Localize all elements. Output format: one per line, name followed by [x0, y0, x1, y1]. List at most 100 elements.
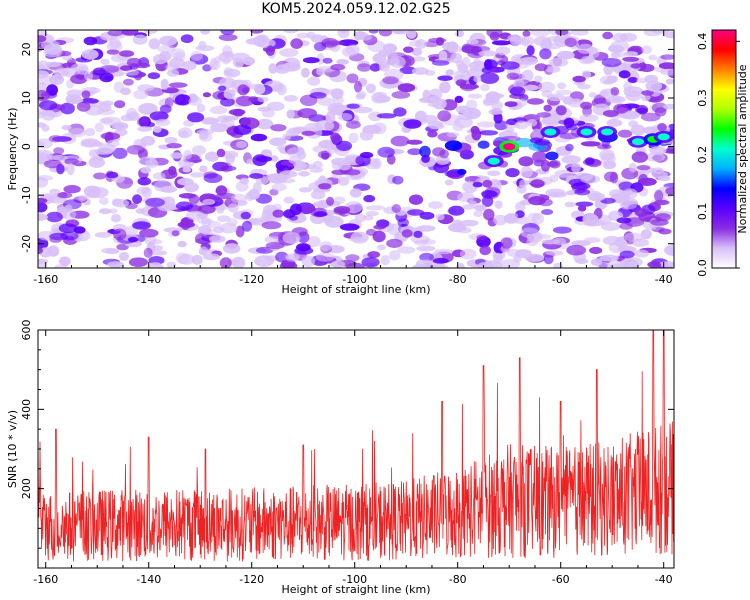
heatmap-cell [455, 30, 464, 38]
heatmap-cell [137, 84, 155, 92]
heatmap-cell [59, 256, 70, 266]
heatmap-cell [65, 94, 82, 105]
heatmap-cell [577, 43, 594, 54]
heatmap-cell [49, 74, 65, 85]
heatmap-cell [279, 48, 299, 57]
heatmap-cell [476, 234, 488, 240]
heatmap-cell [393, 107, 407, 117]
x-tick-label: -80 [449, 573, 467, 586]
heatmap-cell [472, 181, 483, 188]
heatmap-cell [640, 112, 661, 122]
heatmap-cell [38, 70, 50, 79]
heatmap-cell [47, 245, 60, 257]
heatmap-cell [610, 87, 620, 96]
heatmap-cell [50, 155, 68, 161]
heatmap-cell [534, 63, 548, 72]
heatmap-cell [365, 211, 379, 217]
heatmap-cell [284, 95, 298, 102]
heatmap-cell [84, 127, 96, 137]
heatmap-cell [272, 209, 285, 218]
heatmap-cell [391, 30, 411, 35]
heatmap-cell [220, 30, 235, 36]
heatmap-cell [113, 228, 127, 241]
heatmap-cell [419, 252, 434, 262]
heatmap-cell [570, 30, 589, 36]
heatmap-cell [391, 204, 401, 213]
heatmap-cell [411, 47, 423, 56]
heatmap-cell [552, 226, 572, 234]
heatmap-cell [596, 262, 611, 268]
heatmap-cell [337, 112, 353, 121]
heatmap-cell [448, 205, 465, 216]
heatmap-cell [348, 132, 359, 144]
heatmap-cell [424, 70, 436, 76]
snr-y-axis-label: SNR (10 * v/v) [6, 410, 19, 488]
heatmap-cell [506, 72, 519, 81]
heatmap-x-axis: -160 -140 -120 -100 -80 -60 -40 [33, 30, 673, 286]
heatmap-cell [319, 241, 333, 252]
heatmap-cell [584, 157, 595, 165]
heatmap-cell [627, 77, 638, 83]
heatmap-cell [545, 151, 559, 161]
y-tick-label: -20 [20, 235, 33, 253]
x-tick-label: -100 [342, 573, 367, 586]
heatmap-cell [600, 90, 609, 97]
heatmap-cell [602, 236, 622, 246]
heatmap-cell [199, 165, 208, 173]
heatmap-cell [283, 209, 296, 219]
heatmap-cell [619, 222, 633, 230]
y-tick-label: 10 [20, 91, 33, 105]
heatmap-cell [301, 67, 310, 78]
heatmap-cell [212, 91, 227, 100]
heatmap-cell [94, 231, 113, 238]
heatmap-cell [290, 38, 303, 49]
heatmap-cell [619, 32, 637, 42]
heatmap-cell [336, 59, 349, 65]
heatmap-cell [572, 75, 586, 83]
heatmap-cell [346, 103, 360, 109]
heatmap-cell [315, 252, 335, 262]
heatmap-cell [286, 147, 304, 158]
heatmap-cell [606, 119, 623, 127]
heatmap-cell [528, 196, 546, 206]
heatmap-cell [264, 236, 280, 244]
heatmap-cell [378, 30, 393, 37]
heatmap-cell [112, 199, 130, 208]
heatmap-cell [208, 235, 226, 243]
heatmap-cell [106, 49, 120, 55]
snr-x-axis: -160 -140 -120 -100 -80 -60 -40 [33, 330, 673, 586]
heatmap-cell [249, 173, 264, 179]
heatmap-cell [223, 115, 239, 121]
heatmap-cell [403, 46, 414, 53]
heatmap-cell [526, 98, 545, 105]
heatmap-cell [288, 156, 302, 165]
heatmap-cell [522, 30, 531, 37]
heatmap-cell [555, 105, 567, 116]
heatmap-cell [401, 229, 413, 238]
heatmap-cell [459, 248, 477, 260]
heatmap-feature [544, 128, 557, 136]
heatmap-cell [637, 177, 657, 186]
heatmap-cell [188, 96, 202, 106]
heatmap-cell [392, 175, 404, 185]
heatmap-cell [645, 152, 666, 162]
heatmap-cell [270, 124, 287, 132]
heatmap-cell [368, 30, 379, 34]
heatmap-cell [270, 155, 279, 162]
heatmap-cell [403, 119, 422, 129]
heatmap-cell [493, 252, 503, 264]
heatmap-cell [272, 203, 282, 212]
heatmap-cell [423, 41, 439, 48]
heatmap-feature [601, 128, 614, 136]
heatmap-cell [636, 77, 649, 84]
heatmap-cell [474, 204, 487, 212]
heatmap-cell [521, 69, 534, 82]
heatmap-cell [479, 130, 499, 136]
heatmap-cell [308, 236, 321, 248]
heatmap-cells [38, 30, 674, 268]
heatmap-cell [38, 176, 49, 188]
heatmap-cell [265, 45, 275, 56]
heatmap-cell [218, 52, 234, 63]
heatmap-cell [336, 140, 353, 151]
heatmap-cell [166, 143, 182, 149]
